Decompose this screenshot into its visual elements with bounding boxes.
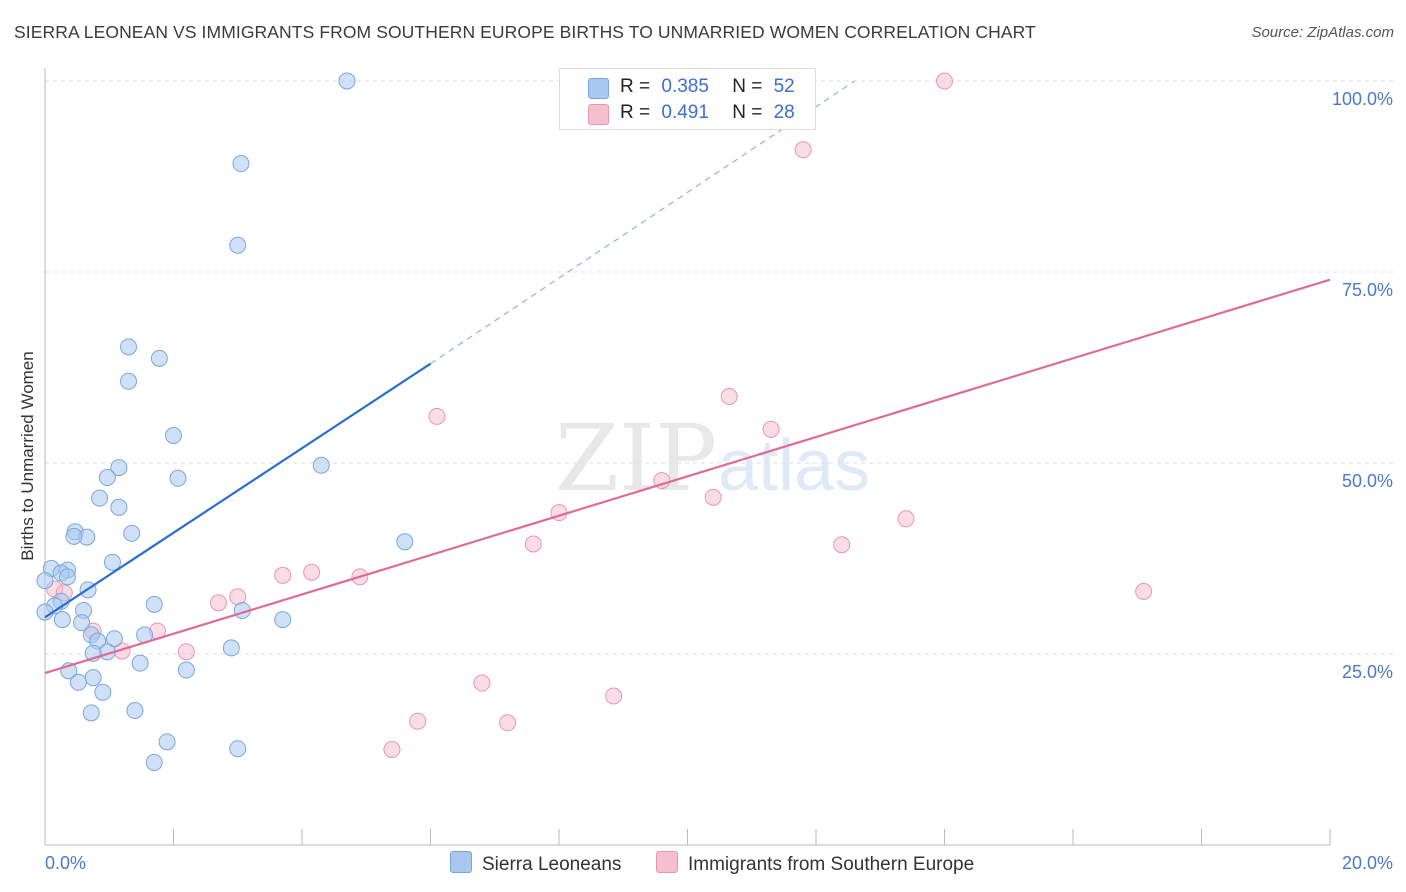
- data-point-blue: [232, 155, 250, 173]
- y-tick-label: 75.0%: [1342, 280, 1393, 300]
- data-point-pink: [209, 594, 227, 612]
- watermark-zip: ZIP: [555, 405, 717, 512]
- data-point-blue: [222, 639, 240, 657]
- y-tick-labels: 25.0% 50.0% 75.0% 100.0%: [1332, 89, 1393, 682]
- data-point-blue: [110, 498, 128, 516]
- data-point-blue: [58, 568, 76, 586]
- bottom-swatch-blue: [450, 851, 472, 873]
- source-credit: Source: ZipAtlas.com: [1251, 24, 1394, 41]
- bottom-legend-pink: Immigrants from Southern Europe: [656, 851, 974, 876]
- data-point-blue: [126, 702, 144, 720]
- axes: [44, 68, 1331, 846]
- legend-n-label-blue: N =: [732, 76, 763, 97]
- data-point-blue: [65, 527, 83, 545]
- bottom-label-blue: Sierra Leoneans: [482, 854, 622, 875]
- x-tick-labels: 0.0% 20.0%: [45, 853, 1393, 873]
- data-point-pink: [720, 388, 738, 406]
- correlation-legend: R = 0.385 N = 52 R = 0.491 N = 28: [559, 68, 816, 130]
- legend-row-pink: R = 0.491 N = 28: [620, 102, 795, 124]
- data-point-blue: [69, 673, 87, 691]
- data-point-blue: [150, 349, 168, 367]
- trend-line-blue: [44, 362, 432, 619]
- data-point-blue: [94, 683, 112, 701]
- data-point-pink: [499, 714, 517, 732]
- y-tick-label: 100.0%: [1332, 89, 1393, 109]
- data-point-blue: [158, 733, 176, 751]
- data-point-blue: [36, 572, 54, 590]
- data-point-blue: [396, 533, 414, 551]
- legend-r-value-blue: 0.385: [661, 76, 709, 97]
- data-point-blue: [338, 72, 356, 90]
- data-point-blue: [120, 338, 138, 356]
- bottom-swatch-pink: [656, 851, 678, 873]
- x-tick-label: 20.0%: [1342, 853, 1393, 873]
- data-point-blue: [84, 669, 102, 687]
- legend-n-value-pink: 28: [773, 102, 795, 123]
- legend-swatch-pink: [588, 104, 609, 125]
- trend-line-blue-extension: [430, 80, 855, 365]
- legend-r-value-pink: 0.491: [661, 102, 709, 123]
- data-point-blue: [165, 426, 182, 444]
- legend-r-label-blue: R =: [620, 76, 651, 97]
- data-point-blue: [91, 489, 109, 507]
- data-point-pink: [428, 407, 446, 425]
- trend-line-pink: [44, 278, 1331, 675]
- data-point-pink: [383, 741, 401, 758]
- data-point-pink: [524, 535, 542, 553]
- data-point-blue: [229, 236, 247, 254]
- data-point-pink: [1135, 582, 1153, 600]
- trend-lines: [44, 80, 1331, 675]
- data-point-blue: [169, 469, 187, 487]
- bottom-legend-blue: Sierra Leoneans: [450, 851, 621, 876]
- bottom-label-pink: Immigrants from Southern Europe: [688, 854, 975, 875]
- data-point-pink: [897, 510, 915, 528]
- y-tick-label: 25.0%: [1342, 662, 1393, 682]
- legend-row-blue: R = 0.385 N = 52: [620, 76, 795, 98]
- data-point-blue: [229, 740, 247, 758]
- data-point-blue: [36, 603, 54, 621]
- data-point-blue: [145, 595, 163, 613]
- data-point-blue: [53, 611, 71, 629]
- data-point-pink: [833, 536, 851, 554]
- legend-swatch-blue: [588, 78, 609, 99]
- data-point-blue: [82, 704, 100, 722]
- data-point-pink: [936, 72, 953, 90]
- data-point-pink: [303, 563, 321, 581]
- data-point-pink: [704, 488, 722, 506]
- watermark: ZIP atlas: [555, 405, 870, 512]
- watermark-atlas: atlas: [718, 426, 870, 506]
- data-point-pink: [762, 420, 780, 438]
- data-point-blue: [177, 661, 195, 679]
- legend-n-label-pink: N =: [732, 102, 763, 123]
- x-tick-label: 0.0%: [45, 853, 86, 873]
- data-point-blue: [131, 654, 149, 672]
- legend-r-label-pink: R =: [620, 102, 651, 123]
- chart-title: SIERRA LEONEAN VS IMMIGRANTS FROM SOUTHE…: [14, 22, 1036, 42]
- blue-series-points: [36, 72, 414, 771]
- y-tick-label: 50.0%: [1342, 471, 1393, 491]
- data-point-blue: [145, 753, 163, 771]
- data-point-blue: [105, 630, 123, 648]
- data-point-blue: [274, 611, 292, 629]
- legend-n-value-blue: 52: [773, 76, 795, 97]
- y-axis-title: Births to Unmarried Women: [18, 351, 37, 560]
- data-point-blue: [120, 372, 138, 390]
- data-point-pink: [473, 674, 491, 692]
- data-point-pink: [274, 566, 292, 584]
- data-point-blue: [73, 614, 91, 632]
- data-point-blue: [98, 469, 116, 487]
- data-point-pink: [177, 643, 195, 661]
- data-point-blue: [103, 553, 121, 571]
- data-point-blue: [123, 524, 141, 542]
- data-point-pink: [605, 687, 623, 705]
- data-point-blue: [312, 456, 330, 474]
- data-point-blue: [110, 459, 128, 477]
- data-point-pink: [794, 141, 812, 159]
- data-point-pink: [409, 712, 427, 730]
